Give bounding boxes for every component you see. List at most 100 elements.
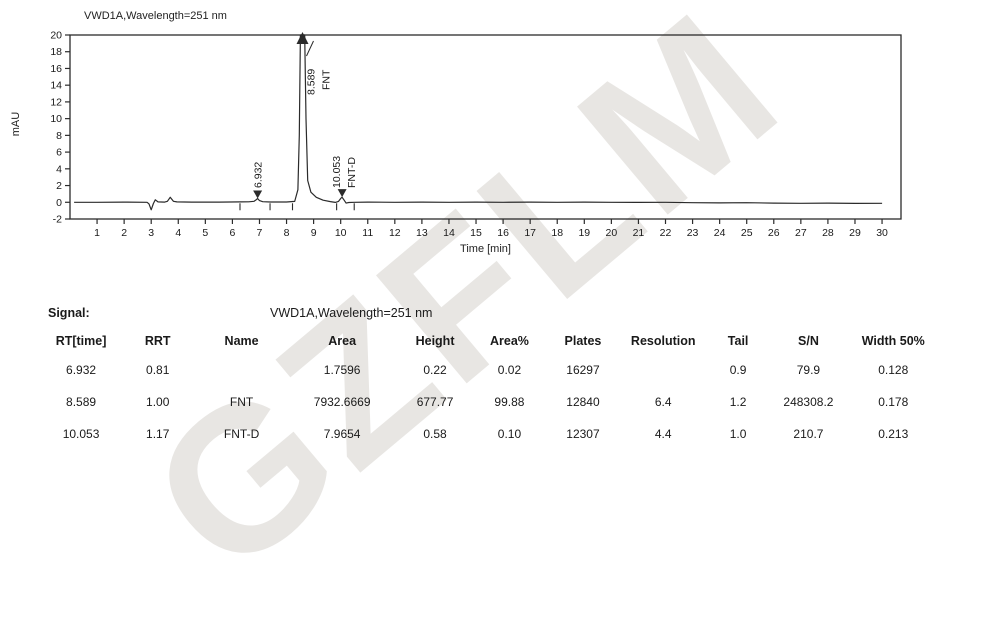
table-cell: 4.4 [654,427,672,441]
peak-table: RT[time] RRT Name Area Height Area% Plates Reso… [40,328,942,450]
signal-value: VWD1A,Wavelength=251 nm [270,306,433,320]
peak-table-body: 6.932 0.81 1.7596 0.22 0.02 16297 0.9 79.9 0.128… [40,354,942,450]
table-cell [623,354,704,386]
x-tick-label: 23 [687,227,699,239]
x-tick-label: 8 [284,227,290,239]
table-cell: 0.22 [423,363,447,377]
table-row: 8.589 1.00 FNT 7932.6669 677.77 99.88 12840 6.4… [40,386,942,418]
y-tick-label: -2 [53,214,62,226]
y-tick-label: 12 [50,96,62,108]
column-header: S/N [798,334,819,348]
y-tick-label: 14 [50,80,62,92]
chromatogram-svg: 20 18 16 14 1 21 0 8 6 4 20 -2 1 2 3 4 5 6 7 8 9 10 11 12 13 14 15… [50,30,902,239]
table-cell: 79.9 [796,363,821,377]
x-tick-label: 2 [121,227,127,239]
column-header: Height [415,334,455,348]
x-tick-label: 18 [551,227,563,239]
peak-label: 8.589 [305,69,317,95]
table-cell: 12307 [566,427,600,441]
table-cell: 12840 [566,395,600,409]
table-cell: 210.7 [793,427,824,441]
x-tick-label: 26 [768,227,780,239]
table-cell: 1.00 [146,395,170,409]
table-cell: 8.589 [66,395,97,409]
y-tick-label: 16 [50,63,62,75]
table-cell: 6.932 [66,363,97,377]
x-tick-label: 28 [822,227,834,239]
table-cell: FNT-D [223,427,260,441]
table-cell: 0.10 [497,427,522,441]
y-tick-label: 4 [56,163,62,175]
x-tick-label: 3 [148,227,154,239]
table-cell: 248308.2 [783,395,834,409]
x-tick-label: 11 [362,227,373,239]
x-tick-label: 1 [94,227,100,239]
x-tick-label: 6 [229,227,235,239]
peak-label: FNT [320,69,332,90]
table-cell [193,354,290,386]
trace-line [74,34,883,211]
signal-label: Signal: [48,306,90,320]
peak-table-header-row: RT[time] RRT Name Area Height Area% Plates Reso… [40,328,942,354]
table-cell: 99.88 [494,395,525,409]
column-header: RT[time] [55,334,107,348]
column-header: Area% [489,334,529,348]
x-tick-label: 15 [470,227,482,239]
table-cell: 7932.6669 [313,395,371,409]
table-cell: 1.17 [146,427,170,441]
x-tick-label: 16 [497,227,509,239]
table-cell: 0.9 [729,363,747,377]
y-tick-label: 8 [56,130,62,142]
table-row: 10.053 1.17 FNT-D 7.9654 0.58 0.10 12307 4.4 1.0… [40,418,942,450]
table-row: 6.932 0.81 1.7596 0.22 0.02 16297 0.9 79.9 0.128 [40,354,942,386]
peak-label: 6.932 [253,162,265,188]
x-tick-label: 4 [175,227,181,239]
x-tick-label: 10 [335,227,347,239]
signal-row: Signal: VWD1A,Wavelength=251 nm [40,306,942,320]
table-cell: 16297 [566,363,600,377]
x-tick-label: 13 [416,227,428,239]
x-tick-label: 17 [524,227,536,239]
x-tick-label: 22 [660,227,672,239]
x-tick-label: 29 [849,227,861,239]
x-tick-label: 30 [876,227,888,239]
results-section: Signal: VWD1A,Wavelength=251 nm RT[time]… [40,306,942,450]
x-tick-label: 19 [578,227,590,239]
table-cell: 6.4 [654,395,672,409]
table-cell: 1.2 [729,395,747,409]
column-header: Resolution [630,334,696,348]
table-cell: 0.213 [878,427,909,441]
y-tick-label: 2 [56,180,62,192]
peak-label: FNT-D [346,157,358,188]
table-cell: 677.77 [416,395,454,409]
column-header: Name [224,334,259,348]
x-tick-label: 27 [795,227,807,239]
x-tick-label: 7 [257,227,263,239]
y-tick-label: 6 [56,147,62,159]
y-tick-label: 0 [56,197,62,209]
x-tick-label: 9 [311,227,317,239]
x-tick-label: 12 [389,227,401,239]
apex-marker-icon [296,32,309,44]
plot-frame [69,34,902,220]
peak-marker-icon [337,189,347,198]
peak-leader-line [306,40,314,57]
x-tick-label: 21 [633,227,645,239]
table-cell: 7.9654 [323,427,361,441]
chart-title: VWD1A,Wavelength=251 nm [84,10,227,22]
x-tick-label: 14 [443,227,455,239]
y-tick-label: 20 [50,30,62,42]
table-cell: 10.053 [62,427,100,441]
x-tick-label: 20 [606,227,618,239]
table-cell: 0.178 [878,395,909,409]
table-cell: 0.81 [146,363,170,377]
table-cell: FNT [229,395,254,409]
x-tick-label: 25 [741,227,753,239]
peak-marker-icon [253,190,263,199]
y-tick-label: 18 [50,46,62,58]
peak-label: 10.053 [331,156,343,188]
chromatogram: VWD1A,Wavelength=251 nm mAU 20 18 16 14 12 10… [0,0,982,300]
x-tick-label: 24 [714,227,726,239]
x-tick-label: 5 [202,227,208,239]
